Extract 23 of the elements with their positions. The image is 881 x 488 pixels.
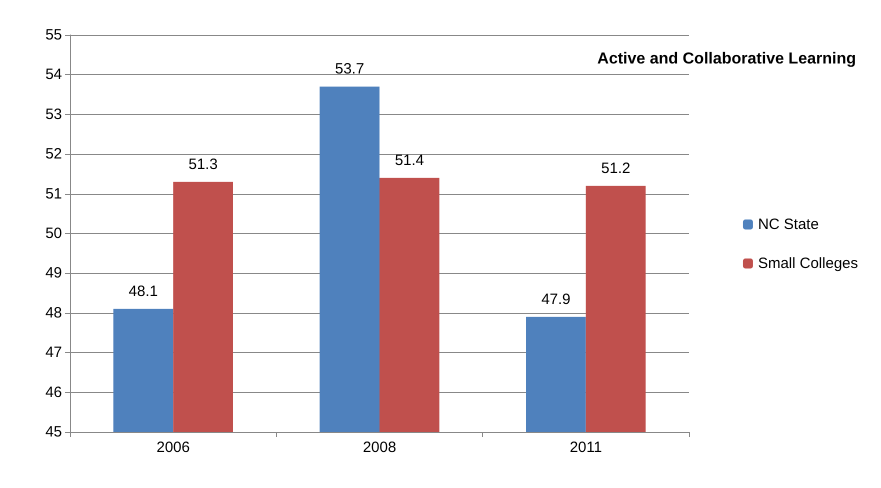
y-tick-label: 45 — [45, 424, 62, 440]
legend-label: NC State — [758, 216, 819, 233]
legend-label: Small Colleges — [758, 255, 858, 272]
data-label: 48.1 — [128, 282, 158, 300]
x-tick-label: 2008 — [362, 439, 396, 456]
data-label: 51.2 — [601, 160, 630, 177]
x-tick-label: 2011 — [570, 439, 602, 456]
data-label: 53.7 — [334, 60, 364, 78]
y-tick-label: 49 — [45, 264, 62, 282]
y-tick-label: 50 — [45, 225, 62, 242]
text: Active and Collaborative Learning — [597, 50, 856, 68]
y-tick-label: 52 — [45, 146, 62, 163]
x-tick-label: 2006 — [156, 439, 190, 456]
data-label: 51.3 — [188, 156, 218, 173]
y-tick-label: 55 — [45, 26, 62, 44]
data-label: 51.4 — [394, 152, 424, 169]
data-label: 47.9 — [541, 290, 571, 308]
y-tick-label: 47 — [45, 344, 62, 362]
y-tick-label: 53 — [45, 106, 62, 123]
y-tick-label: 48 — [45, 304, 62, 322]
y-tick-label: 46 — [45, 384, 62, 401]
y-tick-label: 51 — [45, 185, 62, 202]
y-tick-label: 54 — [45, 66, 62, 84]
